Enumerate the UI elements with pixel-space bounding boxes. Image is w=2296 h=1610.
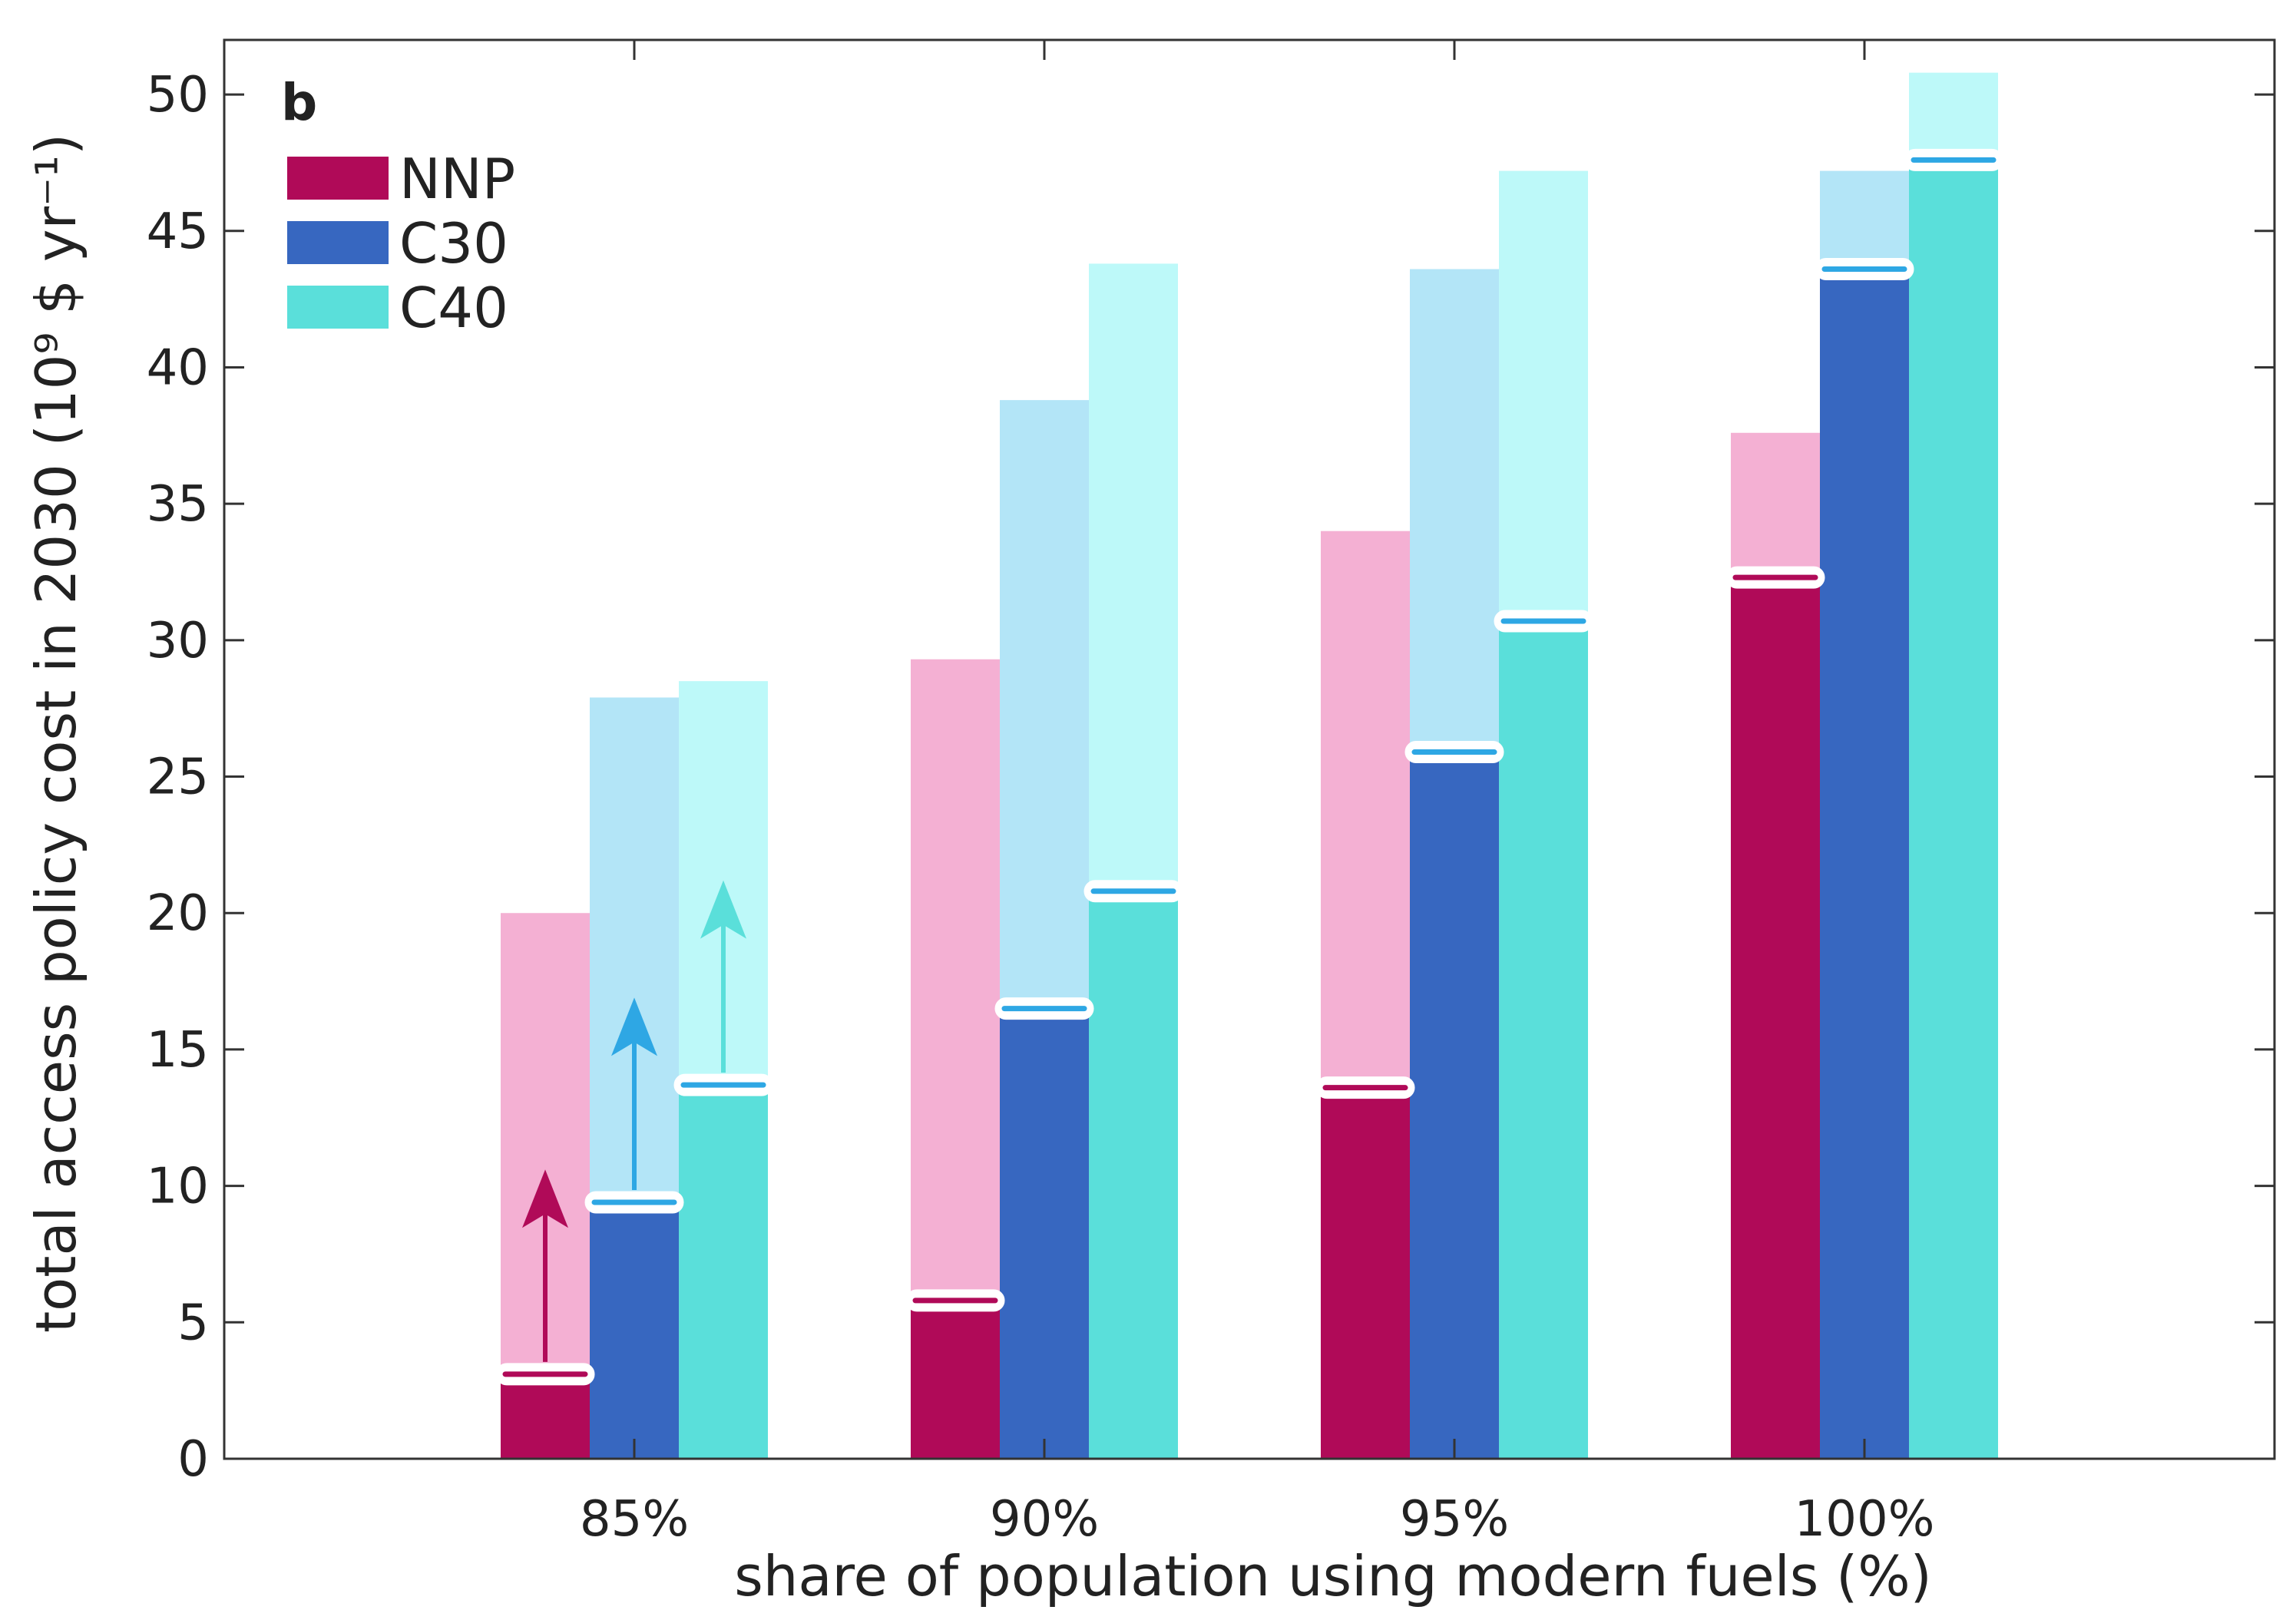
bar-NNP-1 xyxy=(911,1300,1000,1459)
y-tick-label: 30 xyxy=(147,613,209,669)
y-tick-label: 15 xyxy=(147,1022,209,1079)
x-tick-label: 90% xyxy=(990,1491,1099,1548)
bar-C40-1 xyxy=(1089,891,1178,1459)
bar-NNP-2 xyxy=(1321,1087,1410,1459)
legend-label-C30: C30 xyxy=(399,211,508,276)
arrow-head-C30 xyxy=(611,997,657,1056)
y-tick-label: 45 xyxy=(147,203,209,260)
arrow-head-NNP xyxy=(522,1169,568,1228)
x-tick-label: 100% xyxy=(1795,1491,1935,1548)
bar-C40-2 xyxy=(1499,620,1588,1459)
bar-NNP-0 xyxy=(501,1374,590,1459)
y-tick-label: 0 xyxy=(177,1431,209,1488)
value-markers xyxy=(495,148,2003,1386)
plot-frame xyxy=(223,38,2276,1460)
value-bars xyxy=(501,160,1998,1459)
y-tick-label: 50 xyxy=(147,67,209,124)
y-tick-label: 25 xyxy=(147,749,209,806)
bar-C40-0 xyxy=(679,1085,768,1459)
legend-swatch-C40 xyxy=(287,286,389,329)
bar-NNP-3 xyxy=(1731,577,1820,1459)
bar-C30-1 xyxy=(1000,1008,1089,1459)
legend-swatch-NNP xyxy=(287,157,389,200)
legend-label-C40: C40 xyxy=(399,276,508,340)
increase-arrows xyxy=(522,880,746,1362)
y-tick-label: 5 xyxy=(177,1294,209,1351)
legend-swatch-C30 xyxy=(287,221,389,264)
y-tick-label: 10 xyxy=(147,1159,209,1215)
x-ticks: 85% 90% 95% 100% xyxy=(580,40,1935,1548)
x-axis-title: share of population using modern fuels (… xyxy=(734,1544,1931,1608)
x-tick-label: 85% xyxy=(580,1491,689,1548)
bar-C40-3 xyxy=(1909,160,1998,1459)
axes xyxy=(223,38,2276,1460)
bar-C30-2 xyxy=(1410,752,1499,1459)
y-tick-label: 20 xyxy=(147,885,209,942)
legend-label-NNP: NNP xyxy=(399,147,515,211)
y-axis-title: total access policy cost in 2030 (10⁹ $ … xyxy=(24,134,88,1333)
bar-C30-0 xyxy=(590,1202,679,1459)
panel-label: b xyxy=(281,73,317,132)
y-tick-label: 35 xyxy=(147,476,209,533)
y-ticks: 0 5 10 15 20 25 30 35 40 45 50 xyxy=(147,67,2274,1488)
arrow-head-C40 xyxy=(700,880,746,939)
x-tick-label: 95% xyxy=(1400,1491,1509,1548)
y-tick-label: 40 xyxy=(147,339,209,396)
bar-C30-3 xyxy=(1820,269,1909,1459)
